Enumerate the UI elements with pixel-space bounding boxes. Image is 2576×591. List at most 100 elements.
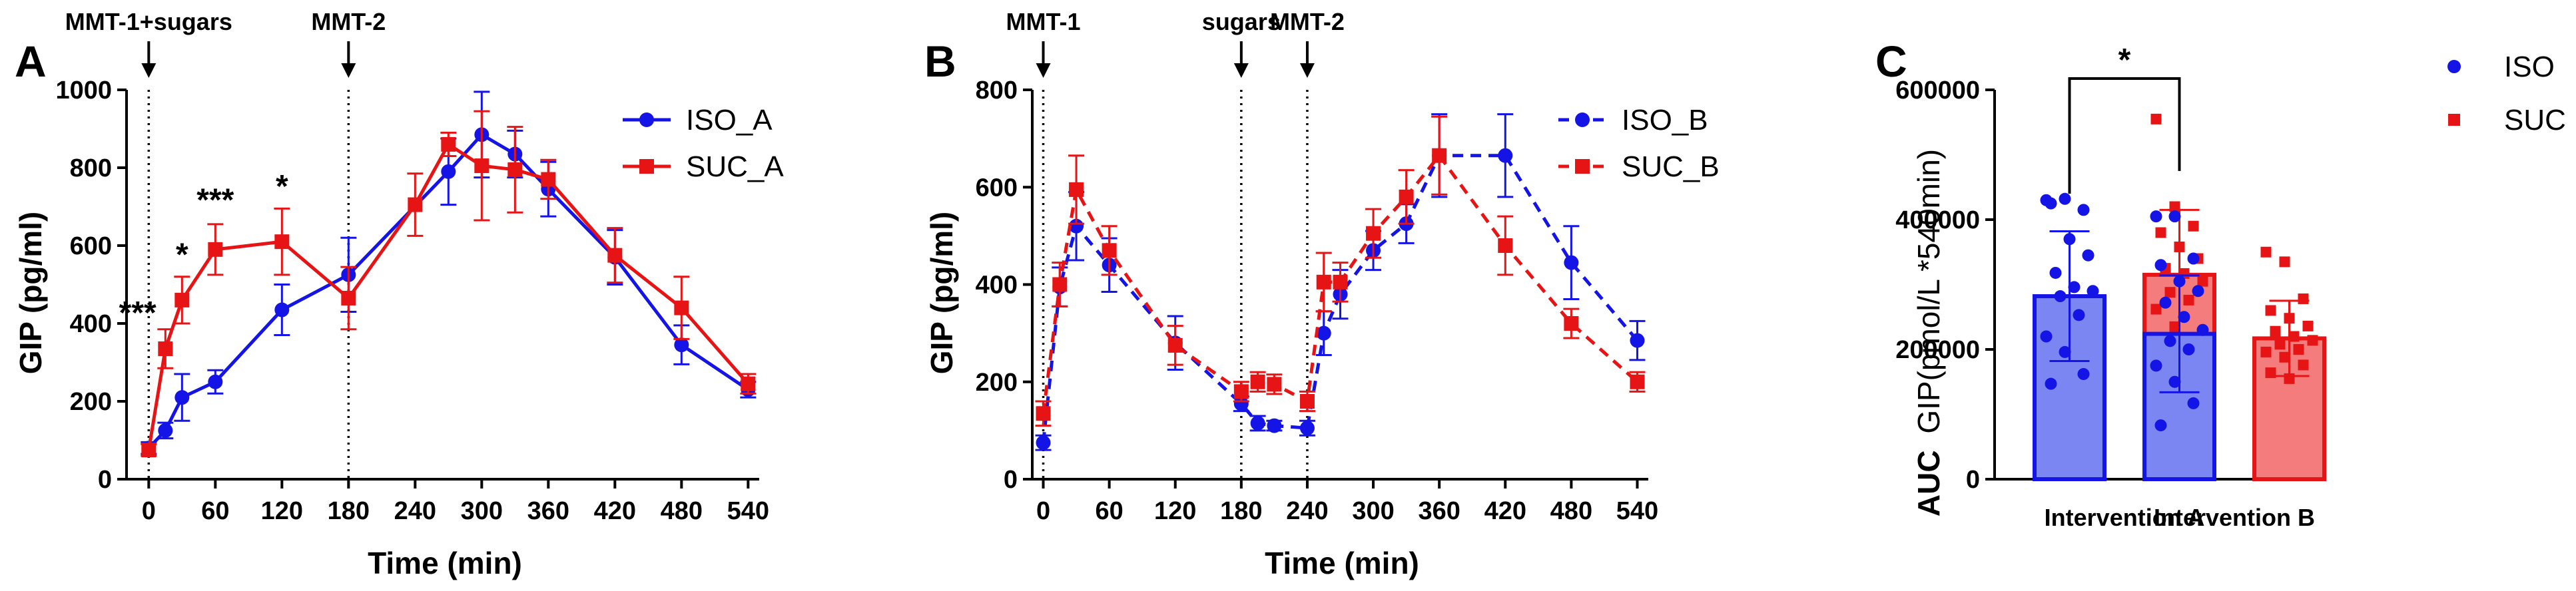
panel-c-legend-marker bbox=[2448, 114, 2460, 126]
data-point bbox=[2077, 368, 2090, 381]
panel-a-legend-label: ISO_A bbox=[686, 104, 773, 136]
data-point bbox=[1630, 374, 1645, 389]
panel-a-legend-label: SUC_A bbox=[686, 150, 784, 183]
panel-b-ylabel: GIP (pg/ml) bbox=[924, 212, 959, 375]
panel-b-xtick-label: 120 bbox=[1154, 497, 1196, 525]
data-point bbox=[2168, 210, 2181, 223]
panel-a-xtick-label: 360 bbox=[527, 497, 569, 525]
panel-c-label: C bbox=[1875, 37, 1907, 86]
data-point bbox=[2059, 345, 2071, 358]
panel-a-event-label: MMT-1+sugars bbox=[65, 8, 232, 35]
data-point bbox=[541, 172, 556, 187]
data-point bbox=[2298, 359, 2309, 371]
panel-c-legend-marker bbox=[2447, 60, 2461, 73]
data-point bbox=[2169, 201, 2180, 212]
data-point bbox=[2298, 293, 2309, 304]
panel-a-event-arrow-head bbox=[141, 63, 157, 78]
panel-b-legend-label: SUC_B bbox=[1622, 150, 1720, 183]
data-point bbox=[2188, 220, 2199, 232]
data-point bbox=[1299, 421, 1315, 436]
data-point bbox=[1564, 255, 1579, 270]
data-point bbox=[2168, 375, 2181, 388]
data-point bbox=[2265, 305, 2276, 316]
data-point bbox=[1299, 394, 1315, 409]
data-point bbox=[2187, 397, 2200, 409]
data-point bbox=[2150, 113, 2162, 124]
panel-a-legend-marker bbox=[639, 159, 654, 174]
panel-a-series-suc-a bbox=[141, 110, 757, 458]
data-point bbox=[2155, 227, 2166, 238]
data-point bbox=[208, 242, 223, 257]
panel-c-ylabel-main: GIP(pmol/L *540min) bbox=[1911, 149, 1946, 434]
panel-a-label: A bbox=[15, 37, 47, 86]
data-point bbox=[2082, 249, 2094, 262]
data-point bbox=[408, 197, 423, 212]
panel-b-event-arrow-head bbox=[1299, 63, 1315, 78]
data-point bbox=[2182, 343, 2195, 355]
panel-b-xtick-label: 420 bbox=[1484, 497, 1526, 525]
panel-b-ytick-label: 800 bbox=[976, 77, 1018, 104]
panel-b-event-arrow-head bbox=[1036, 63, 1051, 78]
data-point bbox=[1316, 274, 1331, 290]
panel-a-event-arrow-head bbox=[341, 63, 356, 78]
panel-b-legend-label: ISO_B bbox=[1622, 104, 1708, 136]
data-point bbox=[2150, 359, 2162, 372]
data-point bbox=[2279, 351, 2290, 363]
data-point bbox=[2049, 266, 2062, 279]
panel-a-ytick-label: 0 bbox=[98, 466, 112, 494]
data-point bbox=[1399, 189, 1414, 204]
data-point bbox=[2173, 275, 2186, 288]
data-point bbox=[2178, 311, 2190, 323]
panel-c-significance-marker: * bbox=[2118, 43, 2131, 78]
data-point bbox=[607, 248, 623, 263]
panel-b-xticks: 0 60 120 180 240 300 360 420 480 540 bbox=[1036, 479, 1658, 525]
data-point bbox=[2063, 233, 2076, 246]
panel-c-ytick-label: 0 bbox=[1966, 466, 1980, 494]
data-point bbox=[2073, 309, 2085, 321]
panel-b-xtick-label: 540 bbox=[1616, 497, 1658, 525]
panel-c-ylabel: AUC GIP(pmol/L *540min) bbox=[1911, 149, 1946, 516]
data-point bbox=[2293, 344, 2304, 355]
data-point bbox=[2150, 210, 2162, 223]
panel-a-xtick-label: 180 bbox=[328, 497, 370, 525]
panel-a-xtick-label: 300 bbox=[461, 497, 503, 525]
data-point bbox=[1498, 148, 1513, 163]
panel-a-significance-marker: *** bbox=[196, 182, 234, 218]
panel-a-ytick-label: 400 bbox=[70, 310, 112, 338]
panel-a-axes bbox=[125, 90, 759, 481]
data-point bbox=[141, 443, 157, 458]
panel-b-label: B bbox=[924, 37, 956, 86]
panel-a-legend-marker bbox=[639, 112, 654, 127]
data-point bbox=[1432, 148, 1447, 163]
data-point bbox=[2284, 313, 2295, 324]
data-point bbox=[2040, 330, 2053, 343]
panel-a-ylabel: GIP (pg/ml) bbox=[13, 212, 48, 375]
panel-a-xticks: 0 60 120 180 240 300 360 420 480 540 bbox=[142, 479, 769, 525]
data-point bbox=[441, 136, 456, 152]
data-point bbox=[274, 234, 290, 250]
panel-c-bar-group-iso bbox=[2142, 210, 2216, 481]
panel-b-ytick-label: 600 bbox=[976, 174, 1018, 202]
panel-a-events: MMT-1+sugars MMT-2 bbox=[65, 8, 386, 78]
panel-a-xtick-label: 240 bbox=[394, 497, 436, 525]
panel-c: C AUC GIP(pmol/L *540min) 0 200000 400000 6… bbox=[1875, 37, 2566, 531]
data-point bbox=[2054, 290, 2067, 303]
data-point bbox=[674, 337, 689, 353]
data-point bbox=[2284, 373, 2295, 384]
panel-c-ytick-label: 200000 bbox=[1895, 336, 1980, 364]
data-point bbox=[2265, 367, 2276, 379]
data-point bbox=[2068, 281, 2081, 294]
data-point bbox=[341, 290, 356, 305]
data-point bbox=[1366, 226, 1381, 241]
panel-c-category-label: Intervention A bbox=[2045, 504, 2205, 531]
data-point bbox=[2154, 259, 2167, 272]
panel-b-xlabel: Time (min) bbox=[1265, 546, 1419, 580]
panel-a-significance-marker: * bbox=[176, 237, 188, 272]
data-point bbox=[2260, 246, 2272, 258]
data-point bbox=[2196, 323, 2209, 336]
data-point bbox=[1069, 218, 1084, 234]
panel-b-event-label: sugars bbox=[1202, 8, 1281, 35]
panel-a-significance: ******* * bbox=[119, 169, 288, 331]
data-point bbox=[674, 300, 689, 315]
